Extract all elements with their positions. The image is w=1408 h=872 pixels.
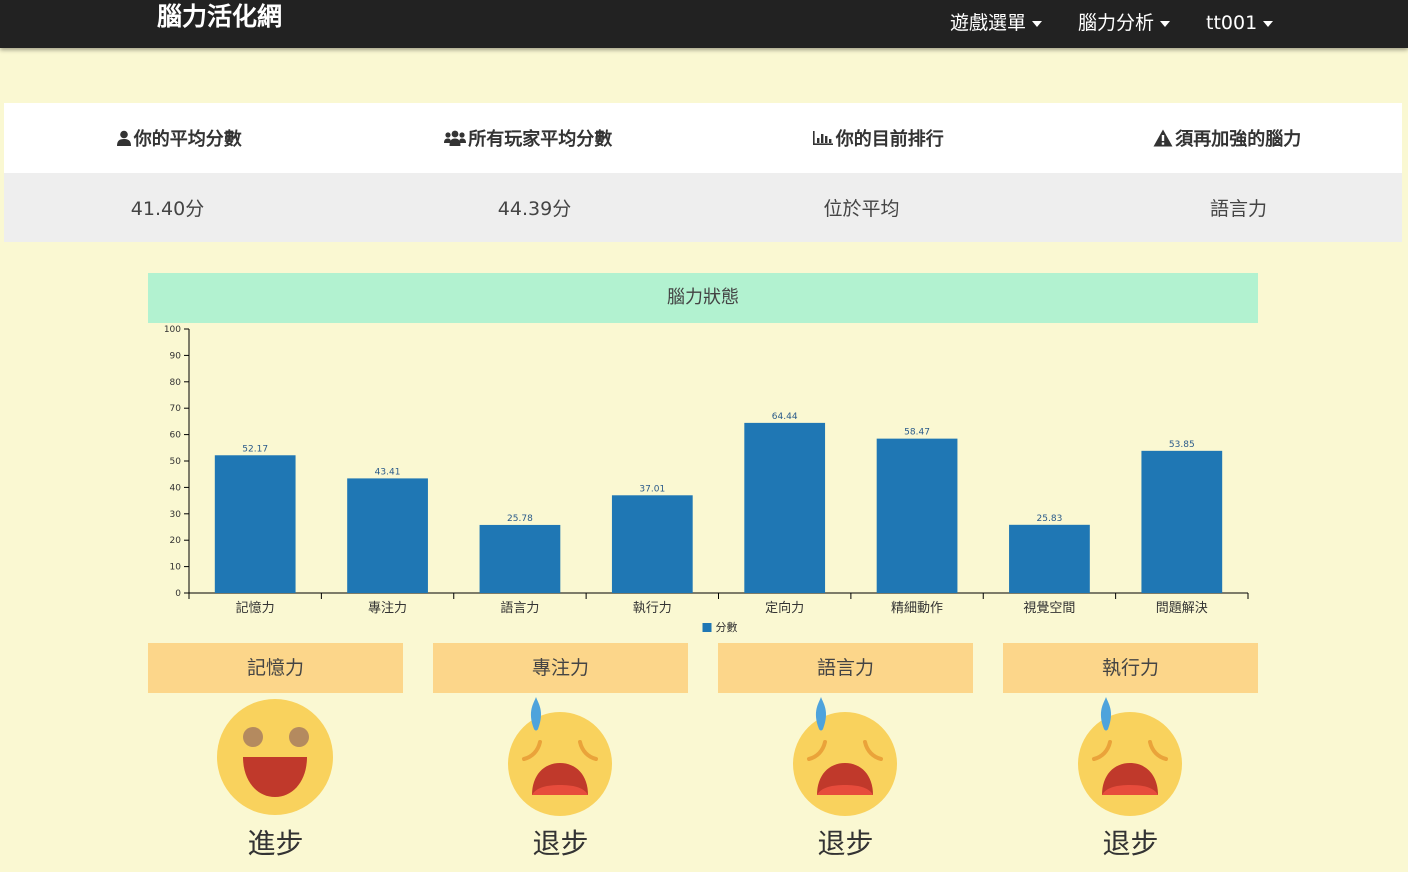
bar (1141, 450, 1223, 593)
happy-face-icon (217, 699, 333, 815)
chart-title: 腦力狀態 (148, 273, 1258, 323)
nav-game-menu-label: 遊戲選單 (950, 12, 1027, 34)
stats-header-cell: 你的平均分數 (4, 103, 354, 173)
y-tick-label: 20 (170, 536, 182, 546)
users-icon (444, 130, 467, 146)
nav-user-menu[interactable]: tt001 (1206, 0, 1274, 46)
brain-status-chart: 0 10 20 30 40 50 60 70 80 90 100 52.17 記憶力 43.41 專注力 25… (148, 323, 1258, 639)
x-tick-label: 專注力 (368, 601, 407, 616)
bar-value-label: 52.17 (242, 444, 268, 454)
brand-title[interactable]: 腦力活化網 (157, 2, 283, 31)
bar-value-label: 64.44 (772, 412, 798, 422)
bar (611, 495, 693, 593)
y-tick-label: 0 (175, 589, 181, 599)
bar-value-label: 25.83 (1037, 514, 1063, 524)
bar (744, 422, 826, 593)
language-status: 退步 (817, 827, 874, 860)
warning-icon (1153, 129, 1173, 147)
chevron-down-icon (1032, 20, 1043, 27)
x-tick-label: 精細動作 (891, 601, 943, 616)
user-icon (116, 130, 131, 146)
nav-brain-analysis[interactable]: 腦力分析 (1078, 0, 1171, 46)
stats-header-cell: 所有玩家平均分數 (354, 103, 704, 173)
stats-header-cell: 你的目前排行 (703, 103, 1053, 173)
x-tick-label: 語言力 (500, 600, 539, 616)
x-tick-label: 問題解決 (1156, 601, 1208, 616)
bar (876, 438, 958, 593)
ability-tile-memory: 記憶力 (148, 643, 403, 693)
attention-status: 退步 (532, 827, 589, 860)
needs-improvement-header: 須再加強的腦力 (1175, 129, 1302, 150)
chevron-down-icon (1160, 20, 1171, 27)
executive-status: 退步 (1102, 827, 1159, 860)
all-players-average-value: 44.39分 (497, 198, 572, 220)
stats-table: 你的平均分數 所有玩家平均分數 你的目前排行 (4, 103, 1402, 242)
your-average-header: 你的平均分數 (133, 129, 242, 150)
y-tick-label: 100 (164, 325, 181, 335)
bar-value-label: 53.85 (1169, 440, 1195, 450)
stats-header-cell: 須再加強的腦力 (1053, 103, 1403, 173)
y-tick-label: 10 (170, 563, 182, 573)
current-rank-value: 位於平均 (823, 198, 900, 220)
y-tick-label: 40 (170, 483, 182, 493)
y-tick-label: 70 (170, 404, 182, 414)
stats-value-row: 41.40分 44.39分 位於平均 語言力 (4, 173, 1402, 242)
all-players-average-header: 所有玩家平均分數 (468, 129, 613, 150)
x-tick-label: 記憶力 (236, 600, 275, 616)
needs-improvement-value: 語言力 (1209, 198, 1267, 220)
bar-value-label: 58.47 (904, 428, 930, 438)
bar (347, 478, 428, 593)
y-tick-label: 80 (170, 378, 182, 388)
legend-label: 分數 (716, 621, 738, 634)
x-tick-label: 執行力 (633, 600, 672, 616)
sad-face-icon (1078, 697, 1182, 816)
bar (479, 524, 561, 593)
bar-value-label: 43.41 (375, 467, 401, 477)
chevron-down-icon (1263, 20, 1274, 27)
navbar: 腦力活化網 遊戲選單 腦力分析 tt001 (0, 0, 1408, 48)
bar-value-label: 37.01 (639, 484, 665, 494)
stats-header-row: 你的平均分數 所有玩家平均分數 你的目前排行 (4, 103, 1402, 173)
current-rank-header: 你的目前排行 (835, 129, 944, 150)
x-tick-label: 定向力 (765, 600, 804, 616)
memory-status: 進步 (247, 827, 304, 860)
bar-chart-icon (812, 131, 833, 145)
nav-game-menu[interactable]: 遊戲選單 (950, 0, 1043, 46)
y-tick-label: 50 (170, 457, 182, 467)
y-tick-label: 30 (170, 510, 182, 520)
bar-value-label: 25.78 (507, 514, 533, 524)
y-tick-label: 60 (170, 431, 182, 441)
your-average-value: 41.40分 (130, 198, 205, 220)
legend-swatch (702, 623, 712, 632)
bar (1009, 524, 1090, 593)
sad-face-icon (793, 697, 897, 816)
nav-user-menu-label: tt001 (1206, 12, 1258, 34)
nav-brain-analysis-label: 腦力分析 (1078, 12, 1155, 34)
sad-face-icon (508, 697, 612, 816)
bar-chart: 0 10 20 30 40 50 60 70 80 90 100 52.17 記憶力 43.41 專注力 25… (164, 325, 1249, 634)
bar (214, 455, 296, 593)
ability-tile-language: 語言力 (718, 643, 973, 693)
ability-tile-executive: 執行力 (1003, 643, 1258, 693)
x-tick-label: 視覺空間 (1023, 601, 1075, 616)
y-tick-label: 90 (170, 351, 182, 361)
ability-tile-attention: 專注力 (433, 643, 688, 693)
